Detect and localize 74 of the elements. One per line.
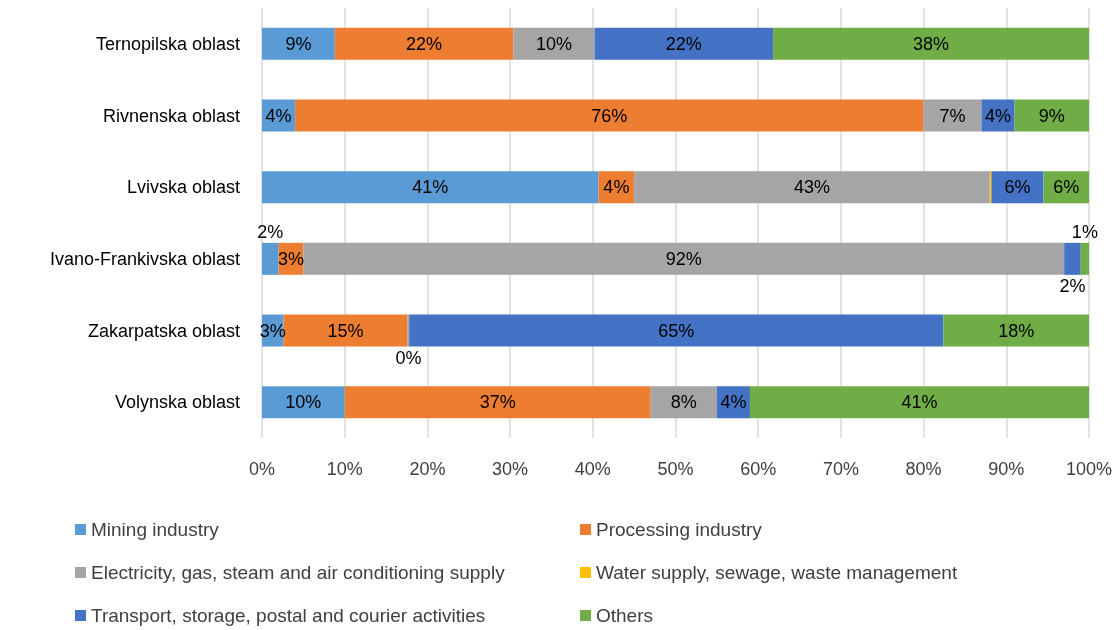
bar	[262, 386, 345, 419]
bar	[344, 386, 651, 419]
data-label: 22%	[665, 33, 702, 54]
x-tick-label: 10%	[326, 459, 363, 479]
legend-label: Mining industry	[91, 519, 220, 540]
bar	[1064, 242, 1081, 275]
x-tick-label: 50%	[657, 459, 694, 479]
x-tick-label: 70%	[822, 459, 859, 479]
data-label: 6%	[1004, 177, 1031, 198]
data-label: 18%	[998, 320, 1035, 341]
data-label: 41%	[412, 177, 449, 198]
data-label: 4%	[603, 177, 630, 198]
bar	[262, 242, 279, 275]
legend-label: Electricity, gas, steam and air conditioning supply	[91, 562, 506, 583]
y-tick-label: Ternopilska oblast	[95, 33, 240, 54]
data-label: 37%	[479, 392, 516, 413]
bar	[923, 99, 982, 132]
bar	[594, 27, 774, 60]
data-label: 4%	[985, 105, 1012, 126]
legend-label: Processing industry	[596, 519, 763, 540]
bar	[773, 27, 1089, 60]
data-label: 2%	[257, 221, 284, 242]
x-tick-label: 100%	[1065, 459, 1113, 479]
bar	[943, 314, 1089, 347]
y-tick-label: Volynska oblast	[114, 392, 240, 413]
data-label: 10%	[285, 392, 322, 413]
x-tick-label: 20%	[409, 459, 446, 479]
data-label: 22%	[406, 33, 443, 54]
data-label: 76%	[591, 105, 628, 126]
x-tick-label: 30%	[492, 459, 529, 479]
bar	[409, 314, 944, 347]
data-label: 41%	[901, 392, 938, 413]
data-label: 10%	[535, 33, 572, 54]
bar	[262, 27, 335, 60]
data-label: 0%	[395, 347, 422, 368]
bar	[283, 314, 408, 347]
bar	[650, 386, 717, 419]
data-label: 4%	[720, 392, 747, 413]
data-label: 15%	[327, 320, 364, 341]
bar	[991, 171, 1044, 204]
y-tick-label: Ivano-Frankivska oblast	[49, 248, 240, 269]
bar	[334, 27, 514, 60]
data-label: 7%	[939, 105, 966, 126]
data-label: 9%	[285, 33, 312, 54]
bar	[1080, 242, 1089, 275]
data-label: 6%	[1053, 177, 1080, 198]
x-tick-label: 60%	[740, 459, 777, 479]
y-tick-label: Zakarpatska oblast	[87, 320, 240, 341]
data-label: 1%	[1071, 221, 1098, 242]
y-tick-label: Lvivska oblast	[126, 177, 240, 198]
legend-label: Transport, storage, postal and courier activities	[91, 605, 486, 626]
y-tick-label: Rivnenska oblast	[102, 105, 240, 126]
data-label: 43%	[793, 177, 830, 198]
data-label: 92%	[665, 248, 702, 269]
data-label: 4%	[265, 105, 292, 126]
data-label: 8%	[670, 392, 697, 413]
x-tick-label: 40%	[574, 459, 611, 479]
bar	[295, 99, 924, 132]
bar	[262, 171, 599, 204]
x-tick-label: 80%	[905, 459, 942, 479]
data-label: 9%	[1038, 105, 1065, 126]
x-tick-label: 90%	[988, 459, 1025, 479]
bar	[513, 27, 595, 60]
bar	[1014, 99, 1089, 132]
data-label: 2%	[1059, 275, 1086, 296]
x-tick-label: 0%	[248, 459, 276, 479]
data-label: 3%	[277, 248, 304, 269]
bar	[749, 386, 1089, 419]
legend-label: Others	[596, 605, 654, 626]
data-label: 65%	[658, 320, 695, 341]
legend-label: Water supply, sewage, waste management	[596, 562, 958, 583]
data-label: 38%	[913, 33, 950, 54]
bar	[303, 242, 1065, 275]
bar	[634, 171, 990, 204]
